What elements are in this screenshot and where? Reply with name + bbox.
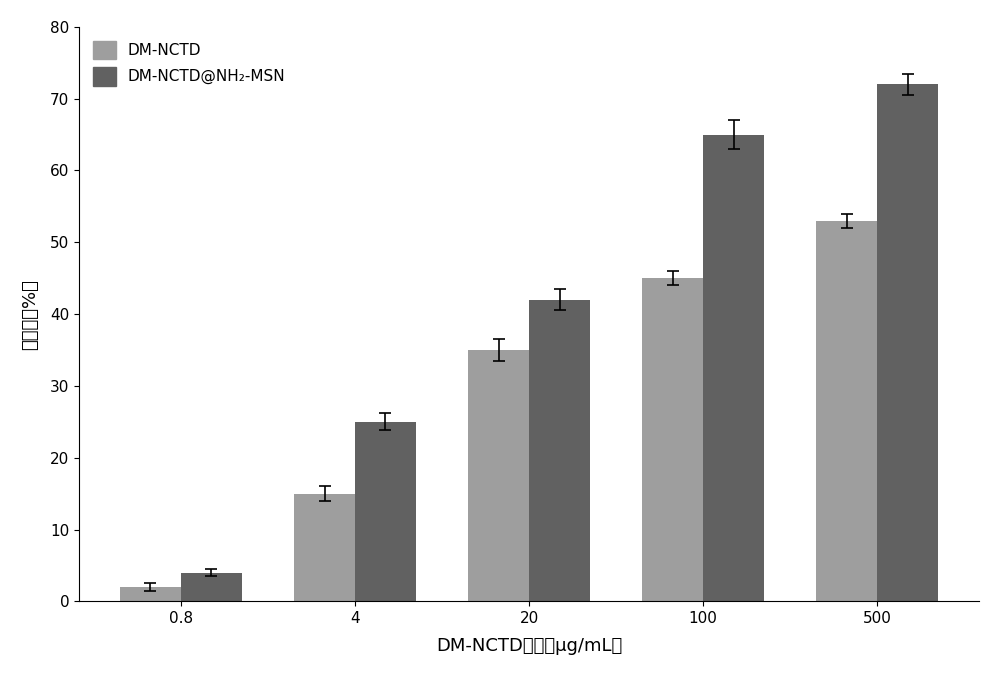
Bar	[529, 299, 590, 602]
Bar	[355, 422, 416, 602]
Bar	[703, 135, 764, 602]
Bar	[816, 221, 877, 602]
Bar	[181, 573, 242, 602]
X-axis label: DM-NCTD浓度（μg/mL）: DM-NCTD浓度（μg/mL）	[436, 637, 622, 655]
Bar	[877, 84, 938, 602]
Bar	[642, 279, 703, 602]
Bar	[294, 493, 355, 602]
Y-axis label: 抑癌率（%）: 抑癌率（%）	[21, 279, 39, 349]
Bar	[120, 587, 181, 602]
Bar	[468, 350, 529, 602]
Legend: DM-NCTD, DM-NCTD@NH₂-MSN: DM-NCTD, DM-NCTD@NH₂-MSN	[87, 34, 292, 92]
